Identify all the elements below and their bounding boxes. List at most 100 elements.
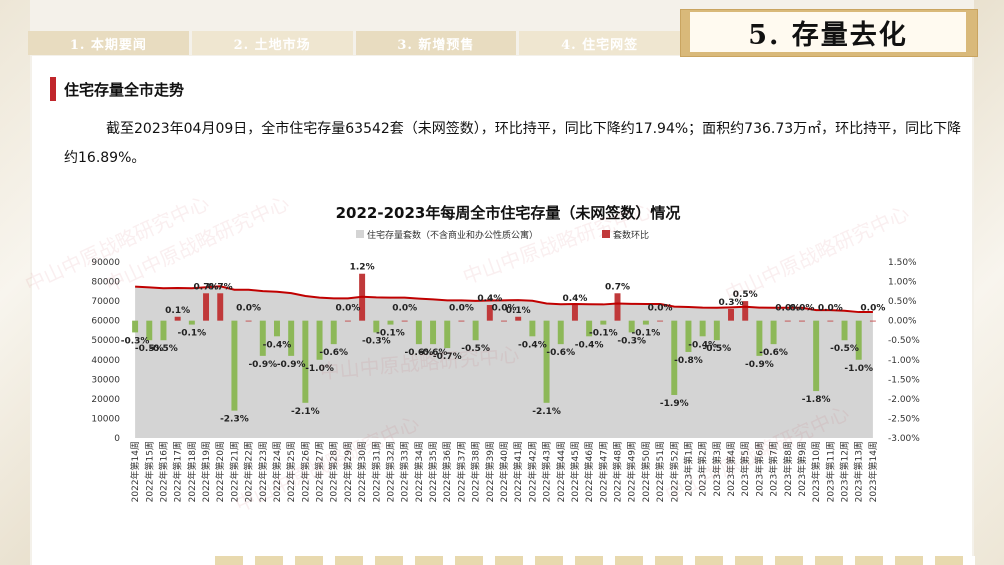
x-tick-label: 2022年第48周 (612, 441, 624, 502)
y-left-tick-label: 40000 (91, 356, 120, 366)
x-tick-label: 2022年第20周 (214, 441, 226, 502)
section-heading: 住宅存量全市走势 (64, 81, 185, 99)
bottom-decoration (215, 556, 975, 565)
change-data-label: -0.9% (248, 360, 277, 370)
x-tick-label: 2023年第1周 (682, 441, 694, 497)
x-tick-label: 2022年第39周 (484, 441, 496, 502)
chart-title: 2022-2023年每周全市住宅存量（未网签数）情况 (336, 204, 681, 222)
x-tick-label: 2023年第7周 (768, 441, 780, 497)
change-bar (146, 320, 153, 341)
change-bar (756, 320, 763, 356)
change-data-label: -0.1% (376, 329, 405, 339)
y-right-tick-label: 0.50% (888, 297, 917, 307)
change-data-label: 0.0% (818, 304, 843, 314)
y-right-tick-label: -1.00% (888, 356, 920, 366)
change-data-label: 0.0% (492, 304, 517, 314)
change-data-label: -0.5% (149, 344, 178, 354)
change-bar (174, 316, 181, 321)
change-data-label: -0.4% (575, 340, 604, 350)
change-data-label: 0.7% (194, 282, 219, 292)
watermark-text: 中山中原战略研究中心 (721, 201, 912, 307)
summary-paragraph: 截至2023年04月09日，全市住宅存量63542套（未网签数），环比持平，同比… (64, 121, 962, 166)
change-data-label: -0.6% (419, 348, 448, 358)
x-tick-label: 2022年第15周 (143, 441, 155, 502)
legend-swatch-inventory (356, 230, 364, 238)
change-data-label: 0.5% (733, 290, 758, 300)
left-marble-border (0, 0, 30, 565)
y-right-tick-label: -2.00% (888, 395, 920, 405)
change-data-label: -0.4% (688, 340, 717, 350)
change-data-label: 0.0% (392, 304, 417, 314)
x-tick-label: 2022年第18周 (186, 441, 198, 502)
x-tick-label: 2022年第23周 (257, 441, 269, 502)
tab-news[interactable]: 1. 本期要闻 (28, 31, 189, 55)
change-bar (373, 320, 380, 333)
x-tick-label: 2022年第42周 (526, 441, 538, 502)
change-data-label: -0.8% (674, 356, 703, 366)
y-right-tick-label: -3.00% (888, 434, 920, 444)
change-bar (798, 320, 805, 322)
x-tick-label: 2022年第24周 (271, 441, 283, 502)
x-tick-label: 2022年第17周 (172, 441, 184, 502)
x-tick-label: 2022年第31周 (370, 441, 382, 502)
change-bar (742, 301, 749, 321)
change-data-label: 0.3% (719, 298, 744, 308)
x-tick-label: 2023年第4周 (725, 441, 737, 497)
change-bar (444, 320, 451, 349)
change-bar (869, 320, 876, 322)
change-data-label: -0.6% (319, 348, 348, 358)
heading-accent-bar (50, 77, 56, 101)
change-bar (529, 320, 536, 337)
change-data-label: -1.9% (660, 399, 689, 409)
change-bar (132, 320, 139, 333)
legend-label-change: 套数环比 (613, 229, 649, 241)
x-tick-label: 2022年第40周 (498, 441, 510, 502)
change-data-label: -0.6% (759, 348, 788, 358)
change-data-label: 0.4% (562, 294, 587, 304)
change-data-label: 0.0% (335, 304, 360, 314)
change-bar (784, 320, 791, 322)
change-bar (330, 320, 337, 345)
x-tick-label: 2023年第13周 (853, 441, 865, 502)
change-bar (628, 320, 635, 333)
x-tick-label: 2022年第14周 (129, 441, 141, 502)
x-tick-label: 2022年第25周 (285, 441, 297, 502)
change-bar (415, 320, 422, 345)
change-data-label: -0.7% (433, 352, 462, 362)
change-data-label: -2.3% (220, 415, 249, 425)
change-data-label: 0.1% (506, 306, 531, 316)
change-bar (472, 320, 479, 341)
change-data-label: -1.0% (305, 364, 334, 374)
x-tick-label: 2022年第51周 (654, 441, 666, 502)
change-bar (855, 320, 862, 360)
change-bar (713, 320, 720, 341)
change-data-label: 0.0% (789, 304, 814, 314)
change-bar (770, 320, 777, 345)
x-tick-label: 2023年第2周 (697, 441, 709, 497)
section-nav: 1. 本期要闻 2. 土地市场 3. 新增预售 4. 住宅网签 (28, 31, 680, 55)
right-marble-border (974, 0, 1004, 565)
x-tick-label: 2022年第37周 (455, 441, 467, 502)
x-tick-label: 2023年第5周 (739, 441, 751, 497)
change-bar (344, 320, 351, 322)
inventory-line (135, 285, 873, 314)
change-data-label: -0.6% (405, 348, 434, 358)
change-data-label: 1.2% (350, 263, 375, 273)
y-left-tick-label: 30000 (91, 375, 120, 385)
y-left-tick-label: 90000 (91, 258, 120, 268)
x-tick-label: 2022年第43周 (541, 441, 553, 502)
y-left-tick-label: 80000 (91, 278, 120, 288)
tab-residential-signing[interactable]: 4. 住宅网签 (519, 31, 680, 55)
x-tick-label: 2022年第30周 (356, 441, 368, 502)
x-tick-label: 2023年第11周 (824, 441, 836, 502)
tab-new-presale[interactable]: 3. 新增预售 (355, 31, 517, 55)
change-data-label: -1.8% (802, 395, 831, 405)
tab-land-market[interactable]: 2. 土地市场 (191, 31, 353, 55)
change-data-label: -0.1% (177, 329, 206, 339)
change-data-label: 0.0% (860, 304, 885, 314)
y-left-tick-label: 60000 (91, 317, 120, 327)
change-bar (671, 320, 678, 395)
change-bar (231, 320, 238, 411)
change-data-label: 0.0% (648, 304, 673, 314)
change-bar (274, 320, 280, 337)
